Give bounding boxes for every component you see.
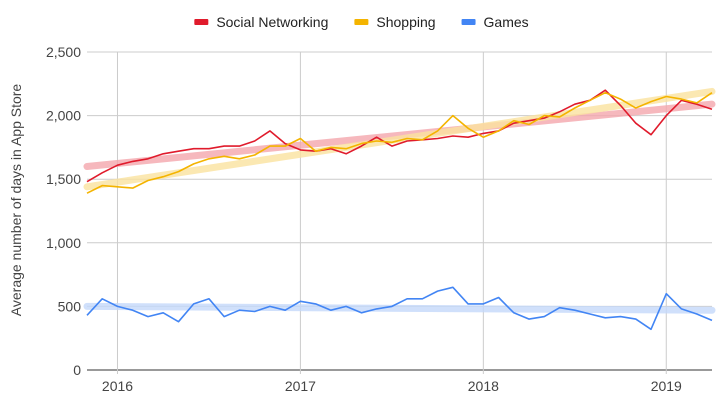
y-tick-label: 500 bbox=[58, 298, 82, 314]
legend-swatch bbox=[354, 19, 369, 25]
x-tick-label: 2018 bbox=[468, 378, 499, 394]
y-axis-label: Average number of days in App Store bbox=[8, 84, 24, 317]
legend: Social Networking Shopping Games bbox=[194, 14, 529, 30]
series-line bbox=[86, 91, 713, 194]
trendline bbox=[83, 302, 716, 314]
legend-swatch bbox=[461, 19, 476, 25]
trendline bbox=[83, 100, 716, 170]
gridlines bbox=[87, 51, 712, 374]
series-line bbox=[86, 89, 713, 183]
y-tick-label: 1,500 bbox=[46, 171, 81, 187]
axes: 0 500 1,000 1,500 2,000 2,500 2016 2017 2018 2019 bbox=[46, 44, 682, 394]
y-tick-label: 0 bbox=[73, 362, 81, 378]
trendlines bbox=[83, 87, 716, 314]
legend-swatch bbox=[194, 19, 209, 25]
legend-label: Social Networking bbox=[216, 14, 328, 30]
series-line bbox=[86, 286, 713, 331]
y-tick-label: 2,000 bbox=[46, 108, 81, 124]
legend-label: Games bbox=[484, 14, 529, 30]
legend-label: Shopping bbox=[376, 14, 435, 30]
x-tick-label: 2016 bbox=[102, 378, 133, 394]
x-tick-label: 2017 bbox=[285, 378, 316, 394]
y-tick-label: 2,500 bbox=[46, 44, 81, 60]
y-tick-label: 1,000 bbox=[46, 235, 81, 251]
series-lines bbox=[86, 89, 713, 331]
trendline bbox=[83, 87, 716, 191]
x-tick-label: 2019 bbox=[651, 378, 682, 394]
